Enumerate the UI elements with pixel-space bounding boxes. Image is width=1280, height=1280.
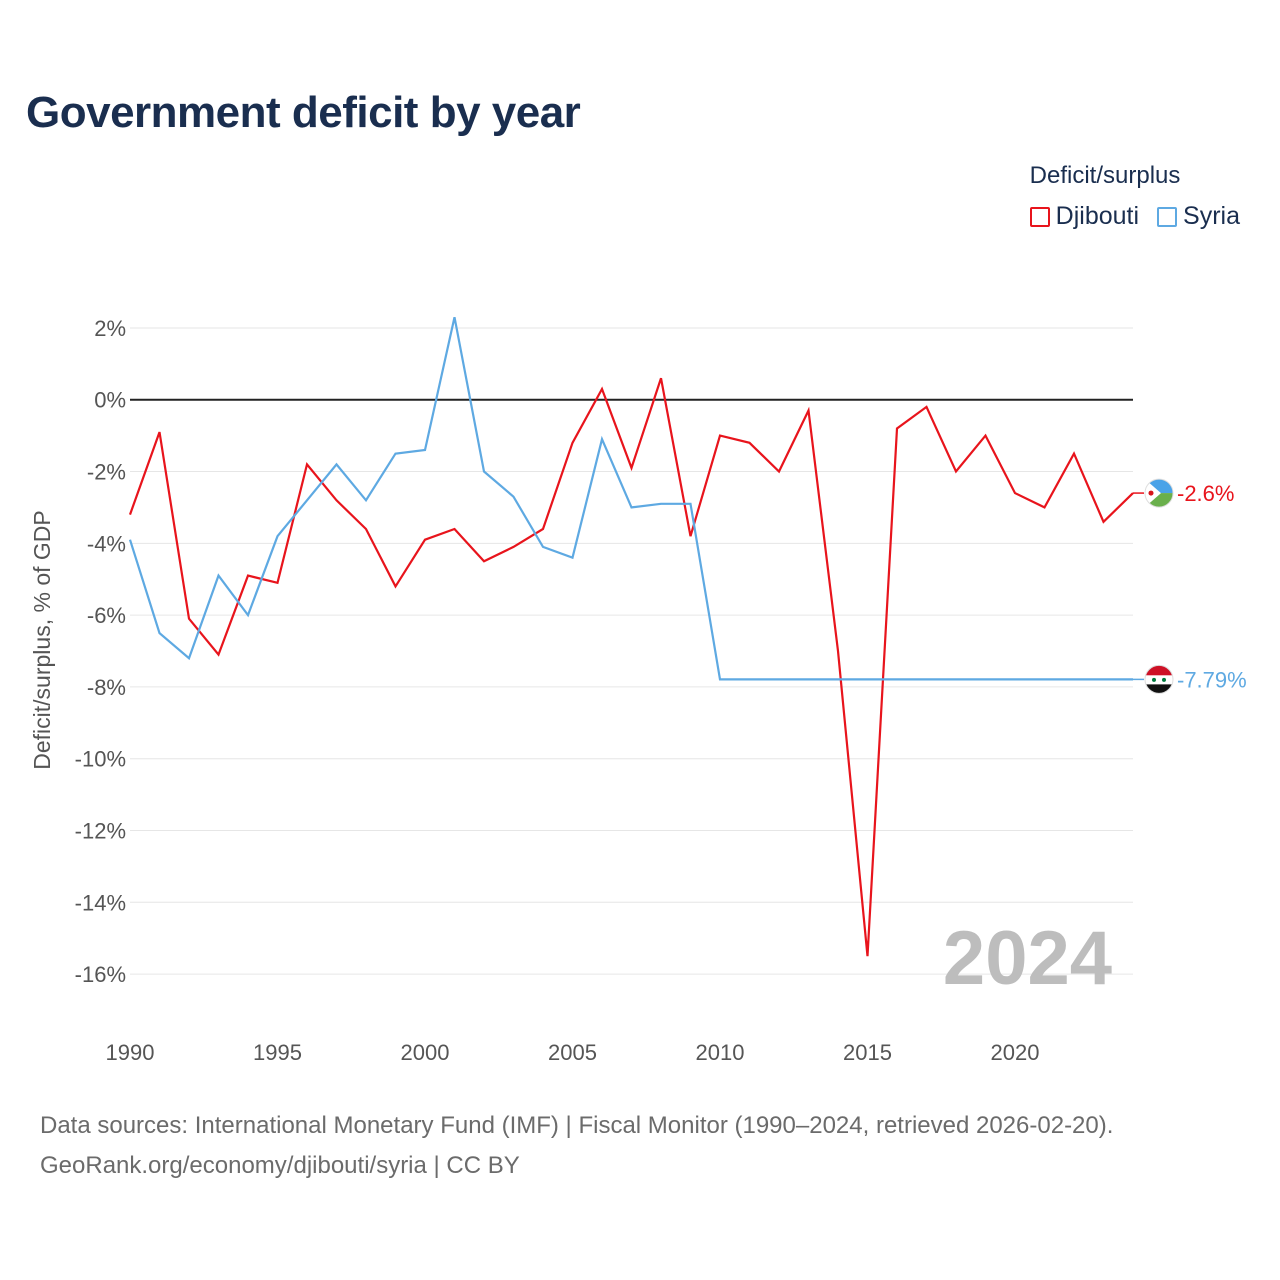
x-tick-label: 2020: [991, 1040, 1040, 1065]
legend-item-syria[interactable]: Syria: [1157, 202, 1240, 231]
y-axis-title: Deficit/surplus, % of GDP: [29, 510, 55, 769]
source-line-2[interactable]: GeoRank.org/economy/djibouti/syria | CC …: [40, 1152, 520, 1179]
legend-label-djibouti: Djibouti: [1055, 202, 1140, 230]
y-tick-label: 2%: [94, 316, 126, 341]
legend-swatch-syria: [1157, 206, 1178, 227]
y-tick-label: 0%: [94, 388, 126, 413]
x-tick-label: 2015: [843, 1040, 892, 1065]
legend-label-syria: Syria: [1183, 202, 1240, 230]
label-layer: 2% 0% -2% -4% -6% -8% -10% -12% -14% -16% 1990 1995…: [75, 316, 1247, 1065]
line-chart: 2% 0% -2% -4% -6% -8% -10% -12% -14% -16% 1990 1995…: [29, 316, 1247, 1065]
series-layer: [128, 316, 1144, 957]
source-note: Data sources: International Monetary Fun…: [40, 1106, 1113, 1186]
legend-swatch-djibouti: [1029, 206, 1050, 227]
legend-item-djibouti[interactable]: Djibouti: [1029, 202, 1140, 231]
chart-title: Government deficit by year: [26, 88, 581, 137]
series-line-djibouti[interactable]: [128, 377, 1134, 957]
y-tick-label: -4%: [87, 531, 126, 556]
flag-syria-icon: [1144, 664, 1174, 694]
end-label-djibouti: -2.6%: [1177, 481, 1234, 506]
legend-title: Deficit/surplus: [1029, 162, 1181, 189]
year-watermark: 2024: [943, 916, 1112, 1001]
legend-items: Djibouti Syria: [1029, 202, 1240, 231]
y-tick-label: -16%: [75, 962, 126, 987]
x-tick-label: 1990: [106, 1040, 155, 1065]
y-tick-label: -12%: [75, 819, 126, 844]
source-line-1: Data sources: International Monetary Fun…: [40, 1112, 1114, 1139]
x-tick-label: 2000: [401, 1040, 450, 1065]
series-line-syria[interactable]: [128, 316, 1133, 681]
legend: Deficit/surplus Djibouti Syria: [1029, 162, 1240, 231]
end-label-syria: -7.79%: [1177, 667, 1247, 692]
y-tick-label: -2%: [87, 460, 126, 485]
y-tick-label: -10%: [75, 747, 126, 772]
flag-djibouti-icon: [1144, 478, 1174, 508]
x-tick-label: 2005: [548, 1040, 597, 1065]
x-tick-label: 2010: [696, 1040, 745, 1065]
y-tick-label: -8%: [87, 675, 126, 700]
x-tick-label: 1995: [253, 1040, 302, 1065]
grid-layer: [130, 327, 1133, 975]
y-tick-label: -14%: [75, 890, 126, 915]
y-tick-label: -6%: [87, 603, 126, 628]
